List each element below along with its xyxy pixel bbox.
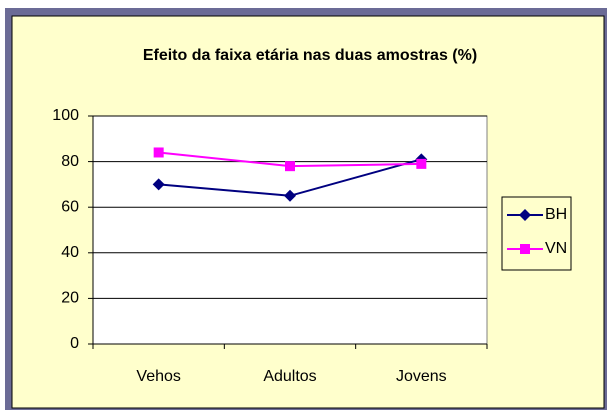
marker <box>152 178 165 191</box>
plot-area <box>92 115 488 345</box>
legend-label: VN <box>545 240 567 257</box>
y-tick-label: 100 <box>52 107 79 124</box>
marker <box>519 209 531 221</box>
marker <box>520 244 530 254</box>
legend-box <box>501 196 572 271</box>
marker <box>153 147 164 158</box>
legend-label: BH <box>545 206 567 223</box>
y-tick-label: 0 <box>70 335 79 352</box>
x-tick-label: Adultos <box>263 368 316 385</box>
x-tick-label: Vehos <box>136 368 180 385</box>
y-tick-label: 40 <box>61 244 79 261</box>
chart-title: Efeito da faixa etária nas duas amostras… <box>143 47 477 64</box>
marker <box>284 189 296 202</box>
y-tick-label: 80 <box>61 153 79 170</box>
x-tick-label: Jovens <box>396 368 447 385</box>
y-tick-label: 60 <box>61 198 79 215</box>
y-tick-label: 20 <box>61 290 79 307</box>
marker <box>285 161 295 172</box>
marker <box>416 158 427 169</box>
